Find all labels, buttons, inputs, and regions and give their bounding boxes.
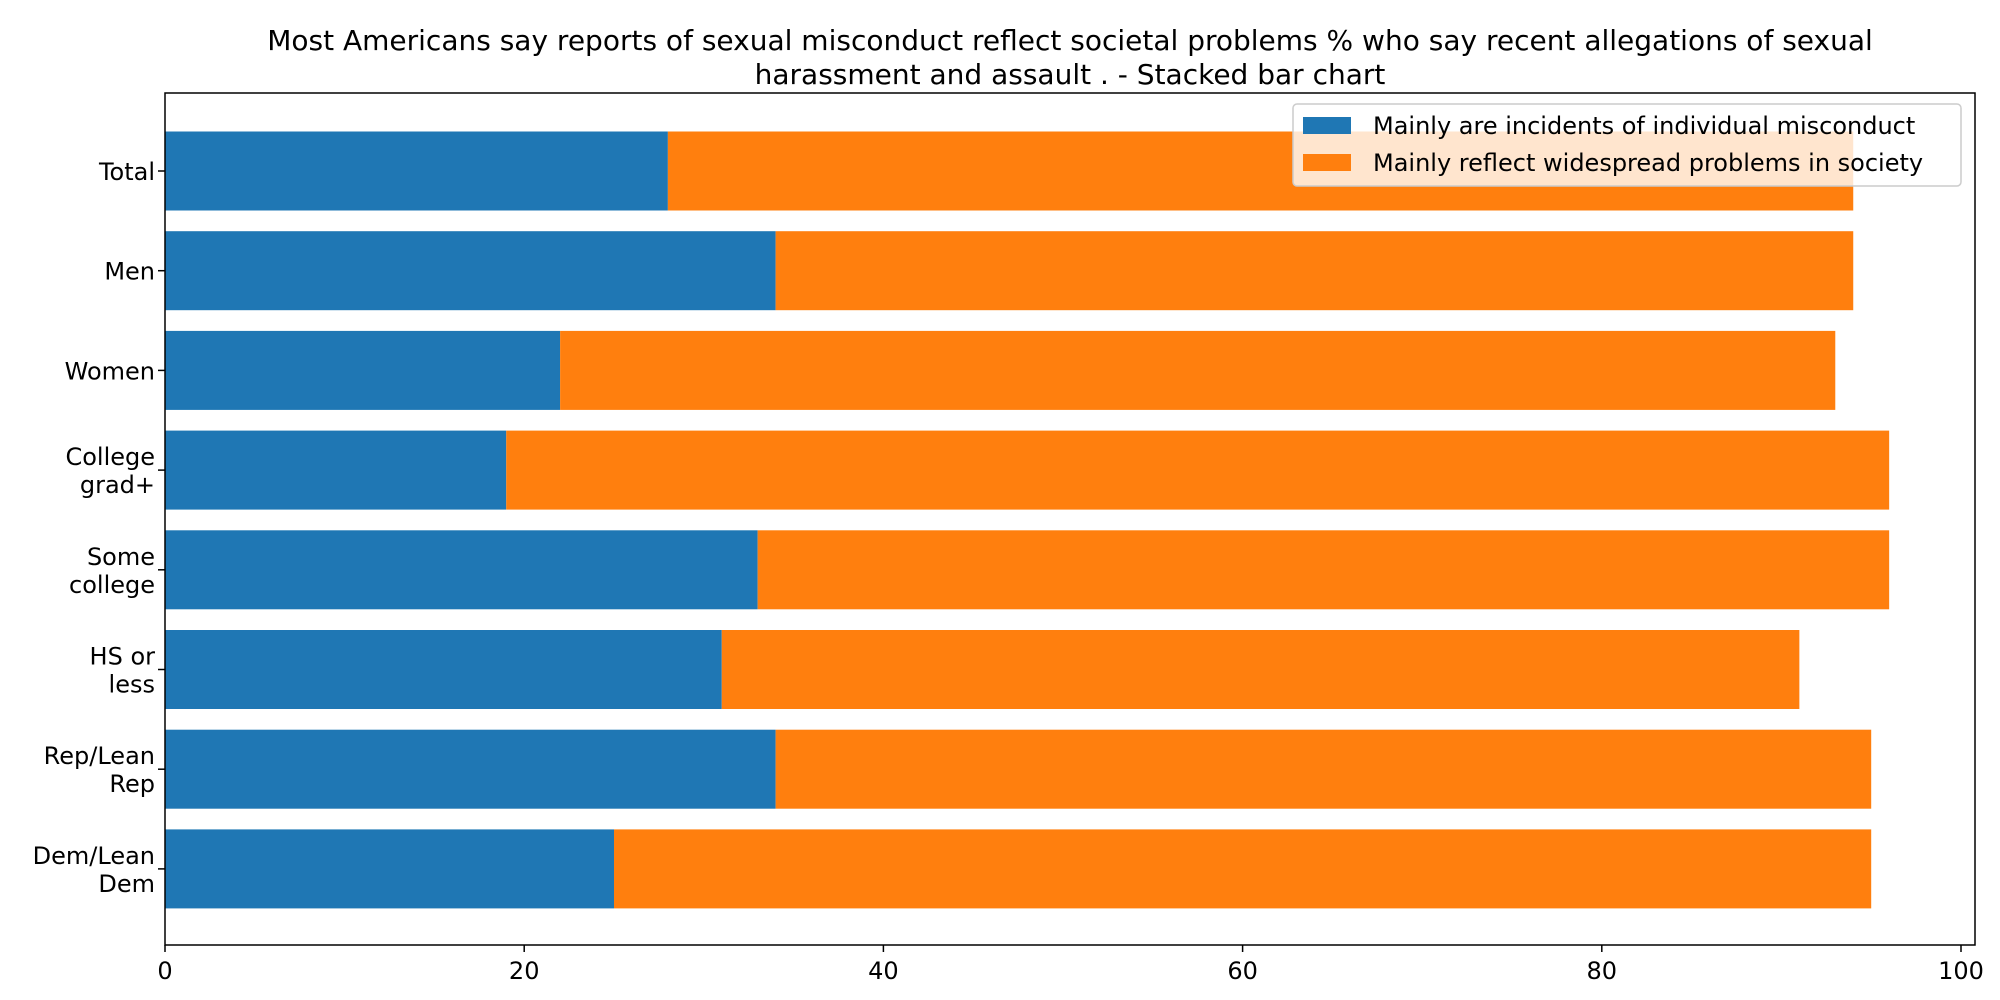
bar-segment	[614, 829, 1872, 909]
bar-segment	[165, 729, 776, 809]
y-tick-label: Men	[104, 258, 155, 286]
bar-segment	[165, 829, 614, 909]
y-tick-label: HS or	[90, 643, 156, 671]
bars-group	[165, 131, 1890, 909]
x-tick-label: 80	[1587, 957, 1618, 985]
y-tick-label: Rep/Lean	[44, 742, 155, 770]
bar-segment	[165, 630, 722, 709]
x-axis: 0 20 40 60 80 100	[157, 945, 1984, 985]
legend-swatch	[1303, 154, 1351, 171]
bar-segment	[560, 330, 1836, 410]
bar-segment	[165, 131, 668, 211]
x-tick-label: 40	[868, 957, 899, 985]
legend-label: Mainly reflect widespread problems in so…	[1373, 149, 1923, 177]
legend-label: Mainly are incidents of individual misco…	[1373, 112, 1915, 140]
bar-segment	[757, 530, 1890, 610]
y-tick-label: Women	[65, 357, 155, 385]
y-tick-label: Rep	[109, 770, 155, 798]
bar-segment	[721, 630, 1800, 709]
y-tick-label: less	[109, 671, 155, 699]
legend-box	[1292, 103, 1962, 187]
chart-title-line: Most Americans say reports of sexual mis…	[267, 24, 1873, 57]
chart-title-line: harassment and assault . - Stacked bar c…	[755, 58, 1386, 91]
y-tick-label: Total	[98, 158, 155, 186]
y-tick-label: Some	[87, 543, 155, 571]
bar-segment	[775, 729, 1872, 809]
bar-segment	[775, 231, 1854, 311]
y-tick-label: college	[69, 571, 155, 599]
plot-frame	[164, 92, 1976, 946]
chart-title: Most Americans say reports of sexual mis…	[267, 24, 1873, 91]
y-tick-label: Dem	[98, 870, 155, 898]
y-tick-label: grad+	[80, 471, 155, 499]
x-tick-label: 60	[1227, 957, 1258, 985]
bar-segment	[165, 231, 776, 311]
bar-segment	[165, 330, 561, 410]
x-tick-label: 20	[509, 957, 540, 985]
bar-segment	[165, 430, 507, 510]
y-tick-label: Dem/Lean	[33, 842, 155, 870]
y-tick-label: College	[65, 443, 155, 471]
bar-segment	[165, 530, 758, 610]
legend-swatch	[1303, 117, 1351, 134]
x-tick-label: 0	[157, 957, 172, 985]
x-tick-label: 100	[1938, 957, 1984, 985]
legend: Mainly are incidents of individual misco…	[1292, 103, 1962, 187]
bar-segment	[506, 430, 1890, 510]
